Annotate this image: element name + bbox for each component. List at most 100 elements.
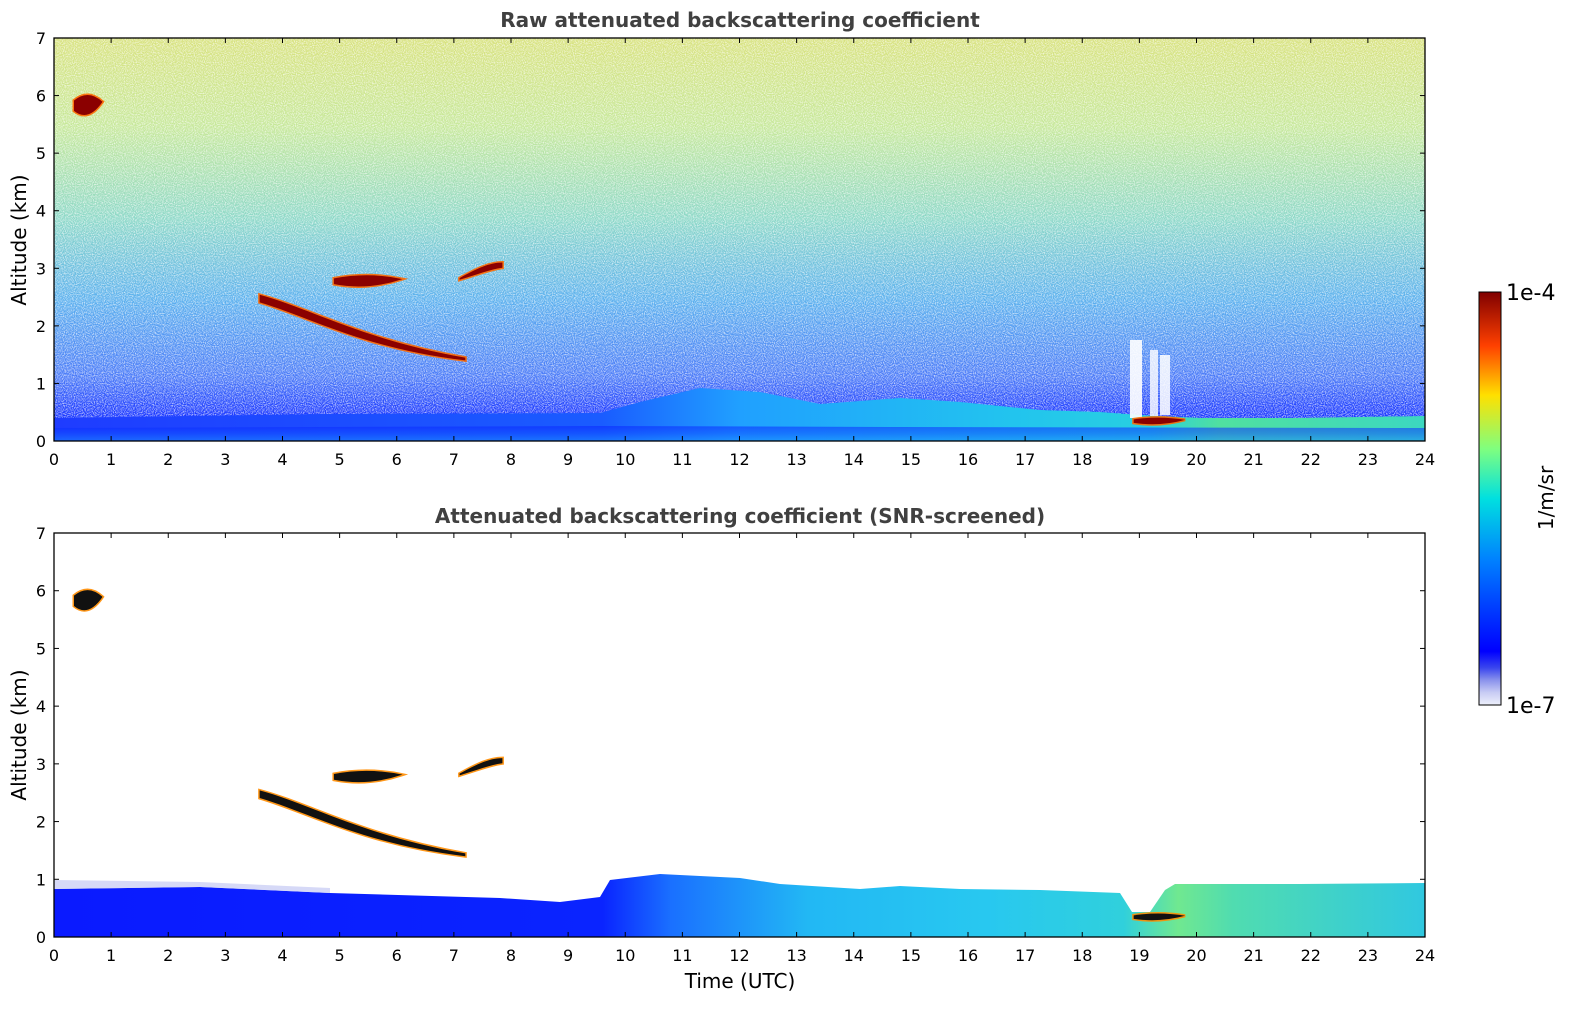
raw-y-tick-label: 1: [36, 374, 46, 393]
screened-x-tick-label: 24: [1415, 946, 1435, 965]
screened-x-tick-label: 19: [1129, 946, 1149, 965]
raw-x-tick-label: 9: [563, 450, 573, 469]
raw-x-tick-label: 19: [1129, 450, 1149, 469]
screened-y-tick-label: 1: [36, 870, 46, 889]
screened-y-tick-label: 4: [36, 697, 46, 716]
raw-x-tick-label: 10: [615, 450, 635, 469]
screened-y-tick-label: 2: [36, 813, 46, 832]
screened-y-tick-label: 5: [36, 639, 46, 658]
colorbar-min-label: 1e-7: [1506, 694, 1555, 719]
screened-x-tick-label: 23: [1358, 946, 1378, 965]
raw-cloud-core: [259, 294, 466, 361]
raw-y-tick-label: 5: [36, 144, 46, 163]
screened-y-tick-label: 3: [36, 755, 46, 774]
screened-x-tick-label: 9: [563, 946, 573, 965]
screened-panel-title: Attenuated backscattering coefficient (S…: [435, 504, 1045, 528]
raw-x-tick-label: 23: [1358, 450, 1378, 469]
screened-x-tick-label: 12: [729, 946, 749, 965]
raw-heatmap: [54, 38, 1425, 441]
raw-cloud-features: [72, 93, 1186, 426]
raw-panel-title: Raw attenuated backscattering coefficien…: [500, 8, 980, 32]
raw-x-tick-label: 12: [729, 450, 749, 469]
raw-x-tick-label: 17: [1015, 450, 1035, 469]
screened-x-tick-label: 4: [277, 946, 287, 965]
screened-boundary-layer: [54, 874, 1425, 937]
screened-cloud-core: [259, 790, 466, 857]
raw-ylabel: Altitude (km): [7, 174, 31, 305]
screened-x-tick-label: 18: [1072, 946, 1092, 965]
screened-ylabel: Altitude (km): [7, 669, 31, 800]
raw-x-tick-label: 14: [844, 450, 864, 469]
screened-x-tick-label: 5: [335, 946, 345, 965]
screened-heatmap: [54, 533, 1425, 937]
screened-x-tick-label: 22: [1301, 946, 1321, 965]
screened-x-tick-label: 15: [901, 946, 921, 965]
screened-faint-layer: [54, 880, 330, 893]
raw-axes: 0 1 2 3 4 5 6 7 8 9 10 11 12 13 14 15 16 17 18 19 20 21 22 23 24…: [36, 29, 1435, 469]
raw-gap-2: [1150, 350, 1158, 416]
screened-x-tick-label: 11: [672, 946, 692, 965]
raw-x-tick-label: 22: [1301, 450, 1321, 469]
raw-x-tick-label: 16: [958, 450, 978, 469]
raw-x-tick-label: 18: [1072, 450, 1092, 469]
raw-x-tick-label: 1: [106, 450, 116, 469]
screened-x-tick-label: 16: [958, 946, 978, 965]
colorbar: 1e-4 1e-7 1/m/sr: [1478, 281, 1558, 719]
colorbar-unit-label: 1/m/sr: [1534, 465, 1558, 530]
screened-x-tick-label: 8: [506, 946, 516, 965]
raw-x-tick-label: 11: [672, 450, 692, 469]
screened-cloud-core: [73, 590, 103, 611]
raw-y-tick-label: 4: [36, 202, 46, 221]
screened-x-tick-label: 2: [163, 946, 173, 965]
raw-x-tick-label: 21: [1243, 450, 1263, 469]
raw-cloud-core: [1133, 417, 1186, 425]
raw-cloud-core: [459, 262, 503, 280]
raw-x-tick-label: 0: [49, 450, 59, 469]
screened-x-tick-label: 10: [615, 946, 635, 965]
raw-x-tick-label: 3: [220, 450, 230, 469]
raw-x-tick-label: 8: [506, 450, 516, 469]
screened-xlabel: Time (UTC): [684, 969, 796, 993]
raw-x-tick-label: 15: [901, 450, 921, 469]
raw-y-tick-label: 7: [36, 29, 46, 48]
raw-cloud-core: [73, 94, 103, 116]
screened-cloud-features: [72, 588, 1186, 922]
raw-gap-3: [1160, 355, 1170, 415]
raw-noise-speckle: [54, 38, 1425, 441]
screened-y-tick-label: 7: [36, 524, 46, 543]
raw-y-tick-label: 0: [36, 432, 46, 451]
colorbar-max-label: 1e-4: [1506, 281, 1555, 306]
screened-x-tick-label: 21: [1243, 946, 1263, 965]
screened-x-tick-label: 13: [786, 946, 806, 965]
screened-x-tick-label: 0: [49, 946, 59, 965]
raw-gap-1: [1130, 340, 1142, 418]
screened-backscatter-panel: Attenuated backscattering coefficient (S…: [7, 504, 1435, 993]
raw-x-tick-label: 6: [392, 450, 402, 469]
raw-x-tick-label: 2: [163, 450, 173, 469]
screened-cloud-core: [333, 770, 403, 783]
screened-cloud-core: [1133, 913, 1186, 921]
raw-x-tick-label: 7: [449, 450, 459, 469]
raw-x-tick-label: 24: [1415, 450, 1435, 469]
screened-x-tick-label: 6: [392, 946, 402, 965]
screened-x-tick-label: 17: [1015, 946, 1035, 965]
raw-x-tick-label: 13: [786, 450, 806, 469]
raw-x-tick-label: 5: [335, 450, 345, 469]
raw-x-tick-label: 4: [277, 450, 287, 469]
screened-background: [54, 533, 1425, 937]
screened-x-tick-label: 14: [844, 946, 864, 965]
raw-x-tick-label: 20: [1186, 450, 1206, 469]
screened-x-tick-label: 7: [449, 946, 459, 965]
screened-x-tick-label: 3: [220, 946, 230, 965]
screened-x-tick-label: 20: [1186, 946, 1206, 965]
screened-y-tick-label: 6: [36, 582, 46, 601]
colorbar-gradient: [1478, 291, 1502, 706]
raw-backscatter-panel: Raw attenuated backscattering coefficien…: [7, 8, 1435, 469]
screened-x-tick-label: 1: [106, 946, 116, 965]
raw-y-tick-label: 2: [36, 317, 46, 336]
raw-cloud-core: [333, 275, 403, 287]
raw-y-tick-label: 3: [36, 259, 46, 278]
screened-y-tick-label: 0: [36, 928, 46, 947]
raw-y-tick-label: 6: [36, 87, 46, 106]
